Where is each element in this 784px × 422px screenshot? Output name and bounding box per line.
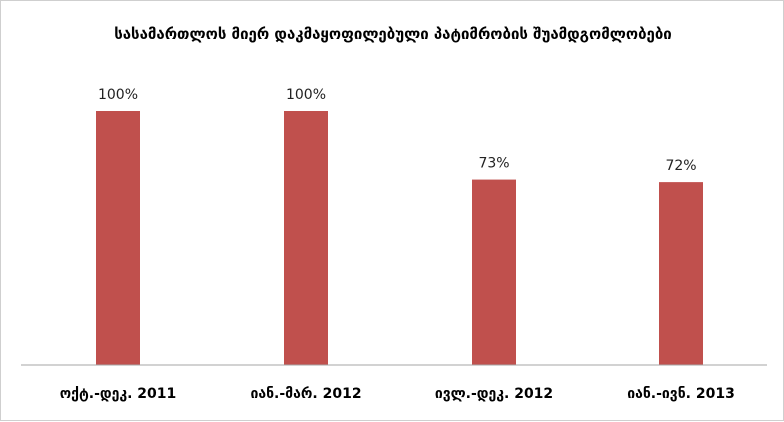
category-label-4: იან.-ივნ. 2013 xyxy=(627,386,735,402)
category-labels-group: ოქტ.-დეკ. 2011 იან.-მარ. 2012 ივლ.-დეკ. 20… xyxy=(60,386,735,402)
data-labels-group: 100% 100% 73% 72% xyxy=(98,87,697,174)
category-label-1: ოქტ.-დეკ. 2011 xyxy=(60,386,177,402)
data-label-4: 72% xyxy=(665,158,696,174)
bar-1 xyxy=(96,111,140,365)
data-label-3: 73% xyxy=(478,156,509,172)
chart-title: სასამართლოს მიერ დაკმაყოფილებული პატიმრო… xyxy=(114,25,672,43)
bar-4 xyxy=(659,182,703,365)
bars-group xyxy=(96,111,703,365)
category-label-2: იან.-მარ. 2012 xyxy=(250,386,361,402)
data-label-1: 100% xyxy=(98,87,138,103)
bar-2 xyxy=(284,111,328,365)
data-label-2: 100% xyxy=(286,87,326,103)
bar-3 xyxy=(472,179,516,365)
category-label-3: ივლ.-დეკ. 2012 xyxy=(435,386,553,402)
